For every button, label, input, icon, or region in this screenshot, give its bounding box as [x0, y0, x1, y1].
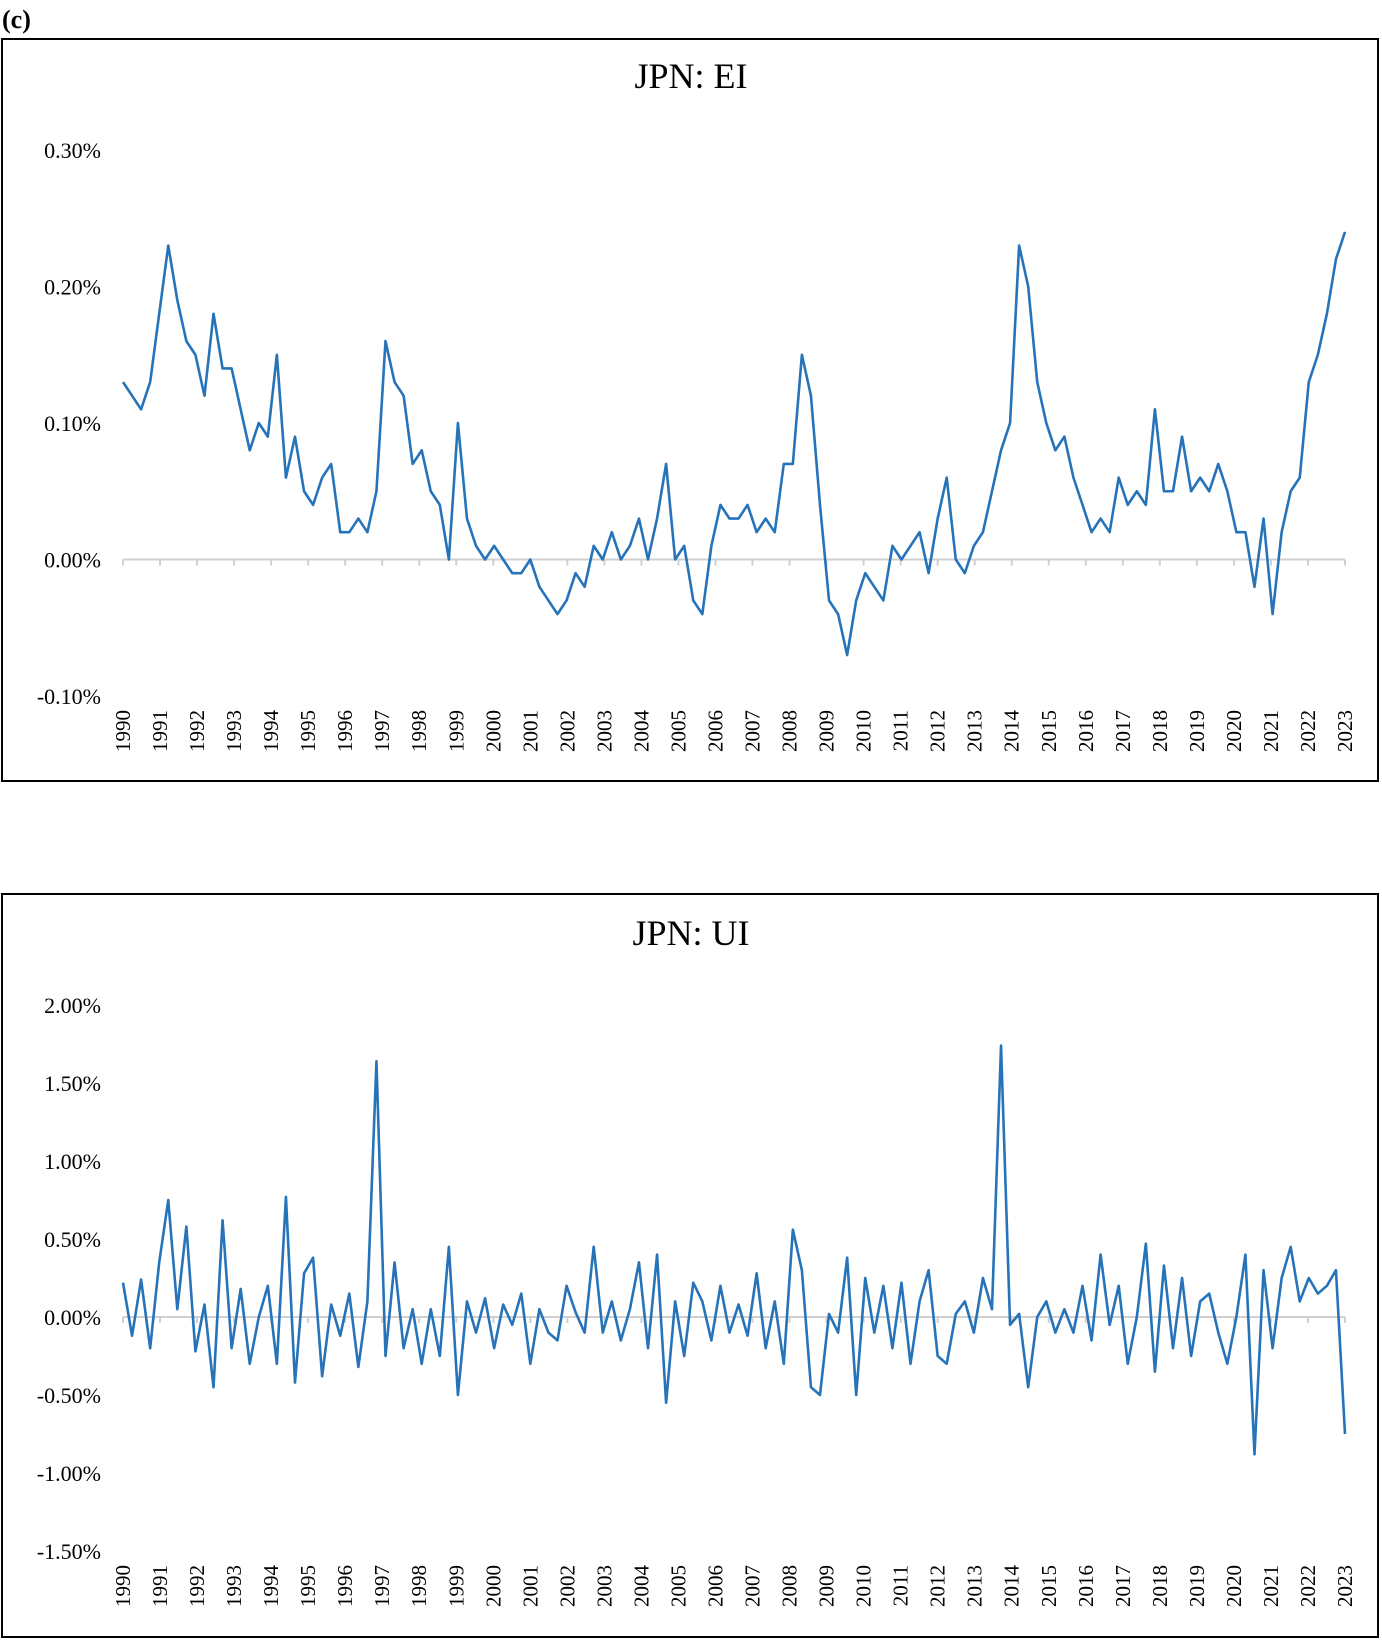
x-tick-label: 2015 — [1037, 1565, 1061, 1607]
x-tick-label: 1999 — [444, 710, 468, 752]
x-tick-label: 1992 — [185, 710, 209, 752]
x-tick-label: 2011 — [889, 1565, 913, 1606]
x-tick-label: 2009 — [815, 710, 839, 752]
x-tick-label: 1997 — [370, 1565, 394, 1607]
y-tick-label: 0.20% — [44, 275, 101, 300]
x-tick-label: 1992 — [185, 1565, 209, 1607]
x-tick-label: 1993 — [222, 710, 246, 752]
x-tick-label: 1994 — [259, 1565, 283, 1608]
data-line — [121, 1044, 1347, 1456]
x-tick-label: 2005 — [666, 1565, 690, 1607]
x-tick-label: 1996 — [333, 1565, 357, 1607]
x-tick-label: 2020 — [1222, 710, 1246, 752]
x-tick-label: 1990 — [111, 710, 135, 752]
x-tick-label: 2016 — [1074, 710, 1098, 752]
x-tick-label: 2021 — [1259, 1565, 1283, 1607]
data-line — [121, 231, 1347, 657]
y-tick-label: -0.50% — [37, 1383, 101, 1408]
chart-title: JPN: UI — [632, 913, 749, 953]
x-tick-label: 2004 — [629, 1565, 653, 1608]
x-tick-label: 2012 — [926, 1565, 950, 1607]
x-tick-label: 2009 — [815, 1565, 839, 1607]
x-tick-label: 2010 — [852, 1565, 876, 1607]
x-tick-label: 2000 — [481, 1565, 505, 1607]
x-tick-label: 1991 — [148, 710, 172, 752]
x-tick-label: 2011 — [889, 710, 913, 751]
x-tick-label: 2019 — [1185, 710, 1209, 752]
x-tick-label: 2003 — [592, 710, 616, 752]
y-tick-label: 1.00% — [44, 1149, 101, 1174]
x-tick-label: 2001 — [518, 1565, 542, 1607]
x-tick-label: 1995 — [296, 710, 320, 752]
x-tick-label: 2018 — [1148, 1565, 1172, 1607]
x-tick-label: 2017 — [1111, 710, 1135, 752]
x-tick-label: 2015 — [1037, 710, 1061, 752]
x-tick-label: 2016 — [1074, 1565, 1098, 1607]
x-tick-label: 1994 — [259, 710, 283, 753]
x-tick-label: 2017 — [1111, 1565, 1135, 1607]
x-tick-label: 1998 — [407, 1565, 431, 1607]
x-tick-label: 1998 — [407, 710, 431, 752]
x-tick-label: 2023 — [1333, 1565, 1357, 1607]
x-tick-label: 2006 — [703, 710, 727, 752]
x-tick-label: 2010 — [852, 710, 876, 752]
x-tick-label: 2006 — [703, 1565, 727, 1607]
x-tick-label: 2007 — [741, 710, 765, 752]
y-tick-label: 2.00% — [44, 993, 101, 1018]
x-tick-label: 2000 — [481, 710, 505, 752]
x-tick-label: 2020 — [1222, 1565, 1246, 1607]
x-tick-label: 2002 — [555, 1565, 579, 1607]
x-tick-label: 2007 — [741, 1565, 765, 1607]
x-tick-label: 2013 — [963, 1565, 987, 1607]
x-tick-label: 2008 — [778, 710, 802, 752]
x-tick-label: 1995 — [296, 1565, 320, 1607]
chart-title: JPN: EI — [634, 56, 747, 96]
x-tick-label: 2018 — [1148, 710, 1172, 752]
x-tick-label: 2014 — [1000, 1565, 1024, 1608]
x-tick-label: 2019 — [1185, 1565, 1209, 1607]
x-tick-label: 2003 — [592, 1565, 616, 1607]
x-tick-label: 2022 — [1296, 710, 1320, 752]
y-tick-label: -0.10% — [37, 684, 101, 709]
y-tick-label: 0.00% — [44, 1305, 101, 1330]
x-tick-label: 2023 — [1333, 710, 1357, 752]
x-tick-label: 2013 — [963, 710, 987, 752]
panel-frame — [1, 893, 1379, 1638]
x-tick-label: 2022 — [1296, 1565, 1320, 1607]
y-tick-label: 0.10% — [44, 411, 101, 436]
x-tick-label: 1993 — [222, 1565, 246, 1607]
x-tick-label: 2014 — [1000, 710, 1024, 753]
x-tick-label: 2021 — [1259, 710, 1283, 752]
x-tick-label: 1990 — [111, 1565, 135, 1607]
y-tick-label: 0.00% — [44, 548, 101, 573]
x-tick-label: 1997 — [370, 710, 394, 752]
x-tick-label: 2005 — [666, 710, 690, 752]
x-tick-label: 1999 — [444, 1565, 468, 1607]
x-tick-label: 2002 — [555, 710, 579, 752]
y-tick-label: 0.50% — [44, 1227, 101, 1252]
y-tick-label: -1.00% — [37, 1461, 101, 1486]
y-tick-label: 0.30% — [44, 138, 101, 163]
x-tick-label: 2008 — [778, 1565, 802, 1607]
panel-label: (c) — [2, 5, 31, 34]
x-tick-label: 2004 — [629, 710, 653, 753]
panel-frame — [1, 38, 1379, 782]
x-tick-label: 2001 — [518, 710, 542, 752]
x-tick-label: 2012 — [926, 710, 950, 752]
y-tick-label: -1.50% — [37, 1539, 101, 1564]
x-tick-label: 1996 — [333, 710, 357, 752]
x-tick-label: 1991 — [148, 1565, 172, 1607]
y-tick-label: 1.50% — [44, 1071, 101, 1096]
